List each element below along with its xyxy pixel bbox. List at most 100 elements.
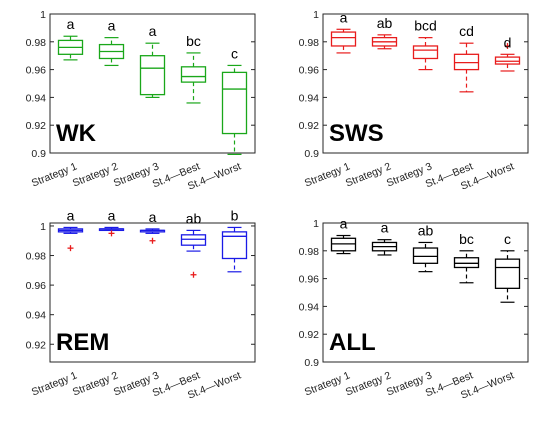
significance-label: bc <box>186 33 201 49</box>
significance-label: cd <box>459 23 474 39</box>
x-category-label: Strategy 1 <box>303 369 352 398</box>
x-category-label: Strategy 1 <box>30 160 79 189</box>
box-iqr <box>453 53 480 71</box>
box-5 <box>221 64 248 155</box>
significance-label: ab <box>377 15 393 31</box>
box-1 <box>330 234 357 255</box>
y-tick-label: 0.96 <box>26 65 47 77</box>
y-tick-label: 1 <box>40 9 46 21</box>
box-iqr <box>453 257 480 269</box>
y-tick-label: 0.96 <box>299 65 320 77</box>
significance-label: bcd <box>414 18 437 34</box>
significance-label: a <box>149 209 157 225</box>
outlier-marker <box>190 271 197 278</box>
outlier-marker <box>108 230 115 237</box>
box-2 <box>371 34 398 50</box>
box-iqr <box>139 55 166 96</box>
significance-label: c <box>231 45 238 61</box>
box-2 <box>98 37 125 67</box>
significance-label: a <box>340 9 348 25</box>
box-1 <box>57 226 84 252</box>
y-tick-label: 0.98 <box>26 251 47 263</box>
y-tick-label: 0.98 <box>299 246 320 258</box>
box-4 <box>180 229 207 278</box>
y-tick-label: 0.92 <box>26 339 47 351</box>
y-tick-label: 1 <box>313 218 319 230</box>
box-iqr <box>221 231 248 260</box>
y-tick-label: 0.92 <box>299 120 320 132</box>
panel-rem: 0.92 0.94 0.96 0.98 1 a a a ab b Strategy 1Strateg… <box>26 207 256 402</box>
panel-title: REM <box>56 329 109 356</box>
significance-label: a <box>381 220 389 236</box>
y-tick-label: 0.92 <box>26 120 47 132</box>
significance-label: b <box>231 207 239 223</box>
panel-title: ALL <box>329 329 376 356</box>
x-category-label: Strategy 2 <box>71 160 120 189</box>
outlier-marker <box>67 245 74 252</box>
box-5 <box>494 250 521 303</box>
box-5 <box>221 226 248 273</box>
y-tick-label: 0.98 <box>26 37 47 49</box>
box-2 <box>371 239 398 256</box>
x-category-label: Strategy 1 <box>303 160 352 189</box>
significance-label: bc <box>459 231 474 247</box>
y-tick-label: 0.96 <box>299 274 320 286</box>
plot-frame <box>322 13 529 154</box>
outlier-marker <box>149 237 156 244</box>
significance-label: ab <box>186 210 202 226</box>
y-tick-label: 0.9 <box>31 148 46 160</box>
box-iqr <box>412 247 439 264</box>
box-iqr <box>494 258 521 289</box>
y-tick-label: 0.9 <box>304 357 319 369</box>
box-4 <box>453 42 480 93</box>
x-category-label: Strategy 2 <box>344 160 393 189</box>
y-tick-label: 0.94 <box>299 301 320 313</box>
y-tick-label: 0.98 <box>299 37 320 49</box>
panel-title: WK <box>56 120 97 147</box>
plot-frame <box>49 222 256 363</box>
box-3 <box>139 228 166 244</box>
x-category-label: Strategy 2 <box>344 369 393 398</box>
x-category-label: Strategy 2 <box>71 369 120 398</box>
box-3 <box>412 241 439 273</box>
y-tick-label: 0.94 <box>26 310 47 322</box>
panel-wk: 0.9 0.92 0.94 0.96 0.98 1 a a a bc c Strategy 1Stra… <box>26 9 256 193</box>
box-4 <box>453 250 480 284</box>
plot-frame <box>322 222 529 363</box>
significance-label: a <box>108 207 116 223</box>
box-iqr <box>180 234 207 246</box>
box-iqr <box>330 237 357 252</box>
significance-label: a <box>340 216 348 232</box>
box-1 <box>330 28 357 54</box>
box-iqr <box>494 56 521 65</box>
significance-label: d <box>504 34 512 50</box>
y-tick-label: 0.9 <box>304 148 319 160</box>
y-tick-label: 1 <box>313 9 319 21</box>
y-tick-label: 0.94 <box>299 92 320 104</box>
y-tick-label: 0.94 <box>26 92 47 104</box>
plot-frame <box>49 13 256 154</box>
significance-label: a <box>108 18 116 34</box>
box-4 <box>180 52 207 104</box>
box-3 <box>412 37 439 71</box>
significance-label: a <box>149 23 157 39</box>
panel-all: 0.9 0.92 0.94 0.96 0.98 1 a a ab bc c Strategy 1Str… <box>299 216 529 402</box>
x-category-label: Strategy 1 <box>30 369 79 398</box>
box-5 <box>494 42 521 72</box>
box-iqr <box>412 45 439 60</box>
outlier-marker <box>504 42 511 49</box>
y-tick-label: 1 <box>40 221 46 233</box>
panel-title: SWS <box>329 120 384 147</box>
box-2 <box>98 226 125 237</box>
box-iqr <box>221 71 248 135</box>
significance-label: a <box>67 207 75 223</box>
box-3 <box>139 42 166 99</box>
box-iqr <box>180 66 207 83</box>
significance-label: c <box>504 231 511 247</box>
box-1 <box>57 35 84 61</box>
box-iqr <box>330 31 357 47</box>
significance-label: a <box>67 16 75 32</box>
y-tick-label: 0.92 <box>299 329 320 341</box>
